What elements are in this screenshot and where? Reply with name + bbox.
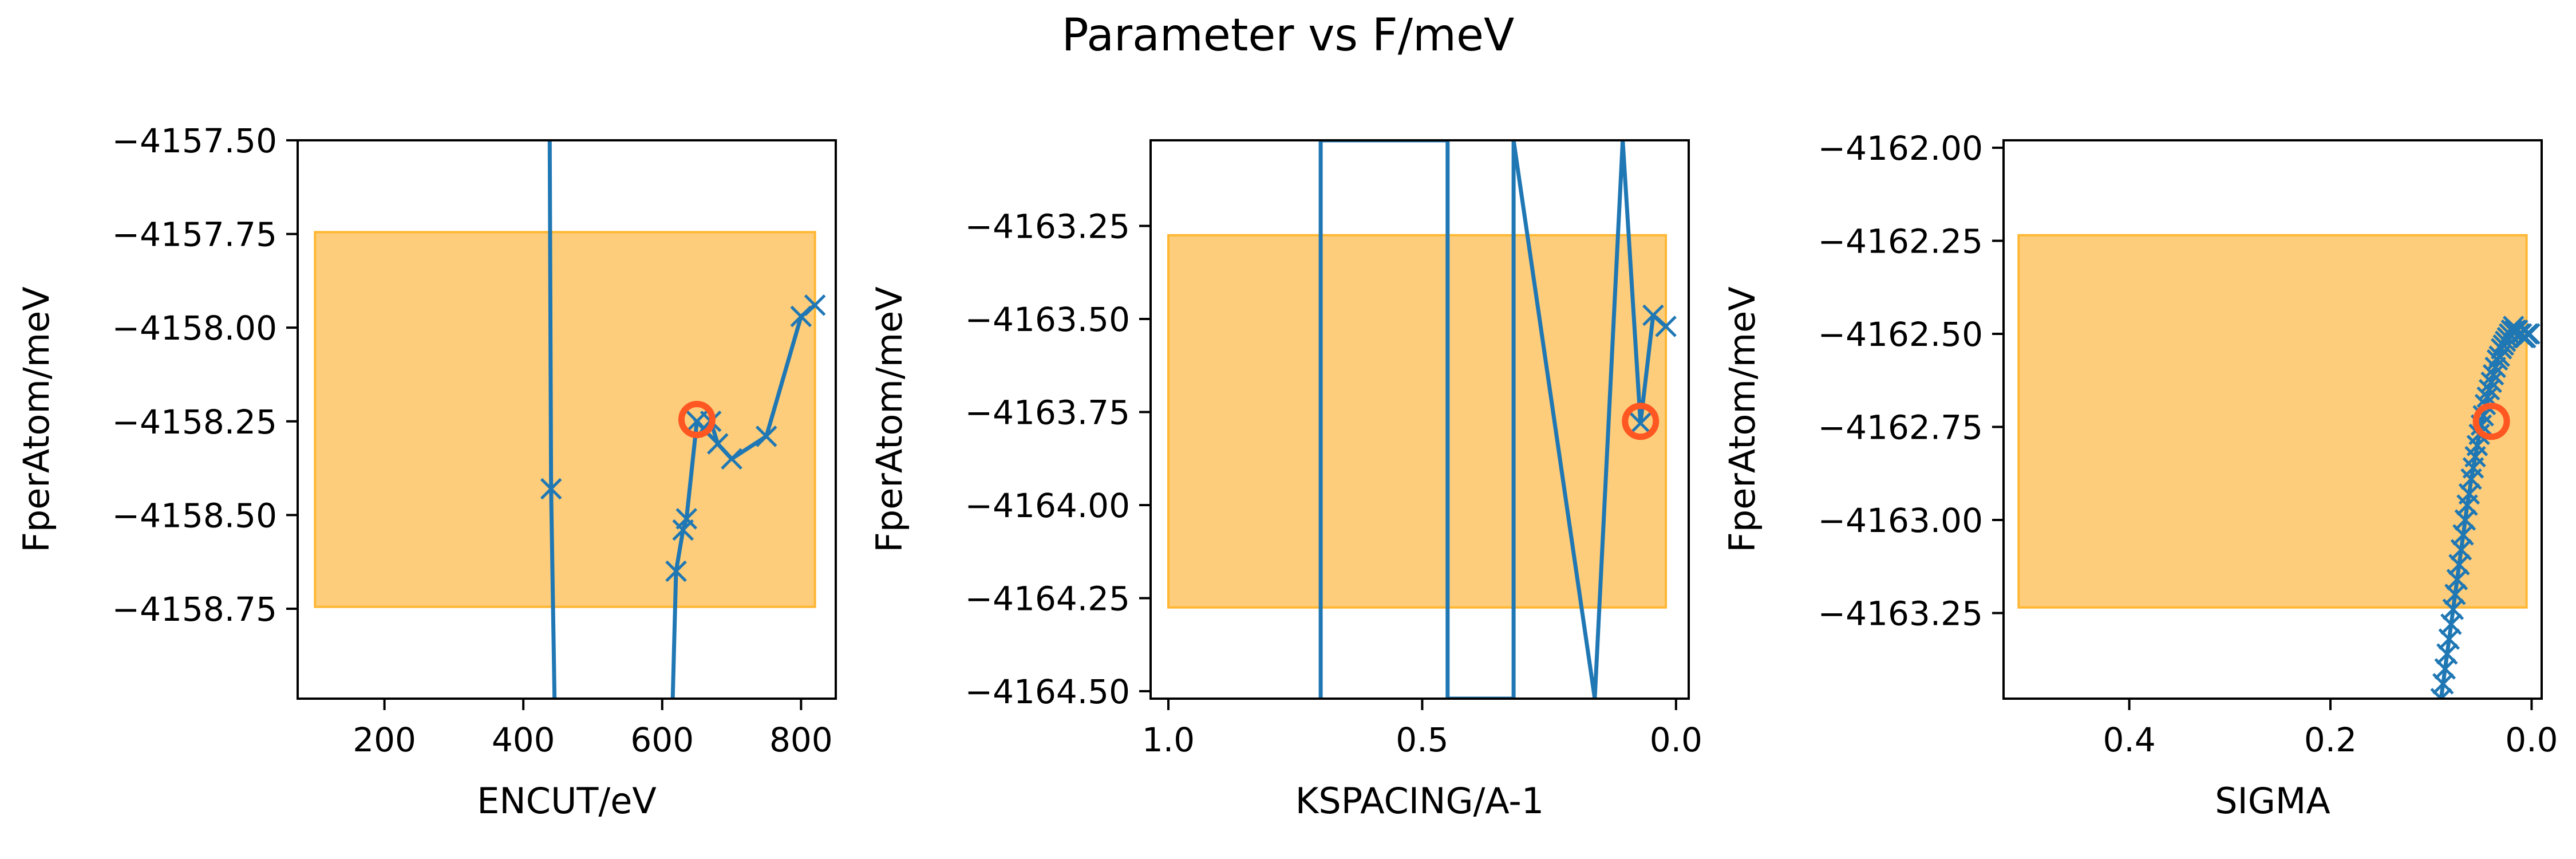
data-point: [1629, 412, 1652, 434]
y-tick-label: −4163.75: [965, 393, 1130, 432]
data-point: [2482, 364, 2504, 386]
data-point: [2480, 371, 2502, 393]
data-point: [665, 560, 687, 582]
plot-area: [1167, 140, 1677, 699]
x-tick-label: 400: [492, 720, 555, 759]
selected-point-marker: [678, 401, 716, 438]
y-tick-label: −4162.50: [1818, 315, 1983, 354]
data-point: [721, 448, 742, 470]
x-axis-label: SIGMA: [2215, 780, 2330, 822]
y-axis-label: FperAtom/meV: [1721, 286, 1763, 552]
y-tick-label: −4163.25: [965, 207, 1130, 246]
data-point: [2519, 323, 2541, 345]
y-tick-label: −4158.50: [112, 496, 277, 535]
data-point: [804, 294, 826, 316]
x-tick-label: 800: [769, 720, 833, 759]
series-line: [1318, 140, 1668, 699]
y-tick-label: −4158.75: [112, 590, 277, 629]
y-axis-label: FperAtom/meV: [15, 286, 57, 552]
tolerance-band: [2017, 234, 2528, 609]
x-tick-label: 0.2: [2304, 720, 2357, 759]
x-tick-label: 0.0: [2505, 720, 2558, 759]
tolerance-band: [314, 231, 816, 608]
figure-title: Parameter vs F/meV: [1062, 10, 1515, 61]
x-tick-label: 200: [353, 720, 416, 759]
axes-frame: [297, 139, 837, 700]
y-tick-label: −4163.25: [1818, 594, 1983, 633]
plot-area: [2017, 234, 2541, 699]
subplot-2: 1.0 0.5 0.0 −4164.50 −4164.25 −4164.00 −4163.7…: [868, 139, 1702, 822]
y-tick-label: −4158.00: [112, 309, 277, 348]
tolerance-band: [1167, 234, 1668, 609]
subplots: 200 400 600 800 −4158.75 −4158.50 −4158.25 −415…: [15, 121, 2558, 822]
x-tick-label: 0.5: [1396, 720, 1448, 759]
y-tick-label: −4162.25: [1818, 222, 1983, 261]
y-axis-label: FperAtom/meV: [868, 286, 910, 552]
data-point: [1655, 316, 1677, 337]
plot-area: [314, 140, 826, 699]
axes-frame: [1149, 139, 1690, 700]
y-tick-label: −4163.00: [1818, 501, 1983, 540]
data-point: [540, 478, 562, 500]
data-point: [2478, 379, 2500, 401]
y-tick-label: −4158.25: [112, 403, 277, 442]
data-point: [675, 508, 697, 530]
x-tick-label: 0.0: [1650, 720, 1702, 759]
data-point: [790, 305, 812, 328]
x-tick-label: 1.0: [1142, 720, 1195, 759]
x-tick-label: 600: [630, 720, 694, 759]
y-tick-label: −4157.75: [112, 215, 277, 254]
subplot-3: 0.4 0.2 0.0 −4163.25 −4163.00 −4162.75 −4162.5…: [1721, 129, 2558, 822]
y-tick-label: −4157.50: [112, 121, 277, 160]
y-tick-label: −4164.25: [965, 580, 1130, 618]
selected-point-marker: [2472, 403, 2510, 440]
y-tick-label: −4163.50: [965, 300, 1130, 339]
x-axis-label: ENCUT/eV: [477, 780, 657, 822]
data-point: [755, 425, 777, 447]
y-tick-label: −4162.75: [1818, 408, 1983, 447]
axes-frame: [2002, 139, 2543, 700]
y-tick-label: −4164.50: [965, 672, 1130, 711]
data-point: [2484, 356, 2506, 379]
x-axis-label: KSPACING/A-1: [1295, 780, 1544, 822]
x-tick-label: 0.4: [2103, 720, 2156, 759]
subplot-1: 200 400 600 800 −4158.75 −4158.50 −4158.25 −415…: [15, 121, 837, 822]
y-tick-label: −4162.00: [1818, 129, 1983, 168]
selected-point-marker: [1622, 403, 1660, 440]
y-tick-label: −4164.00: [965, 486, 1130, 525]
data-point: [2488, 345, 2510, 367]
